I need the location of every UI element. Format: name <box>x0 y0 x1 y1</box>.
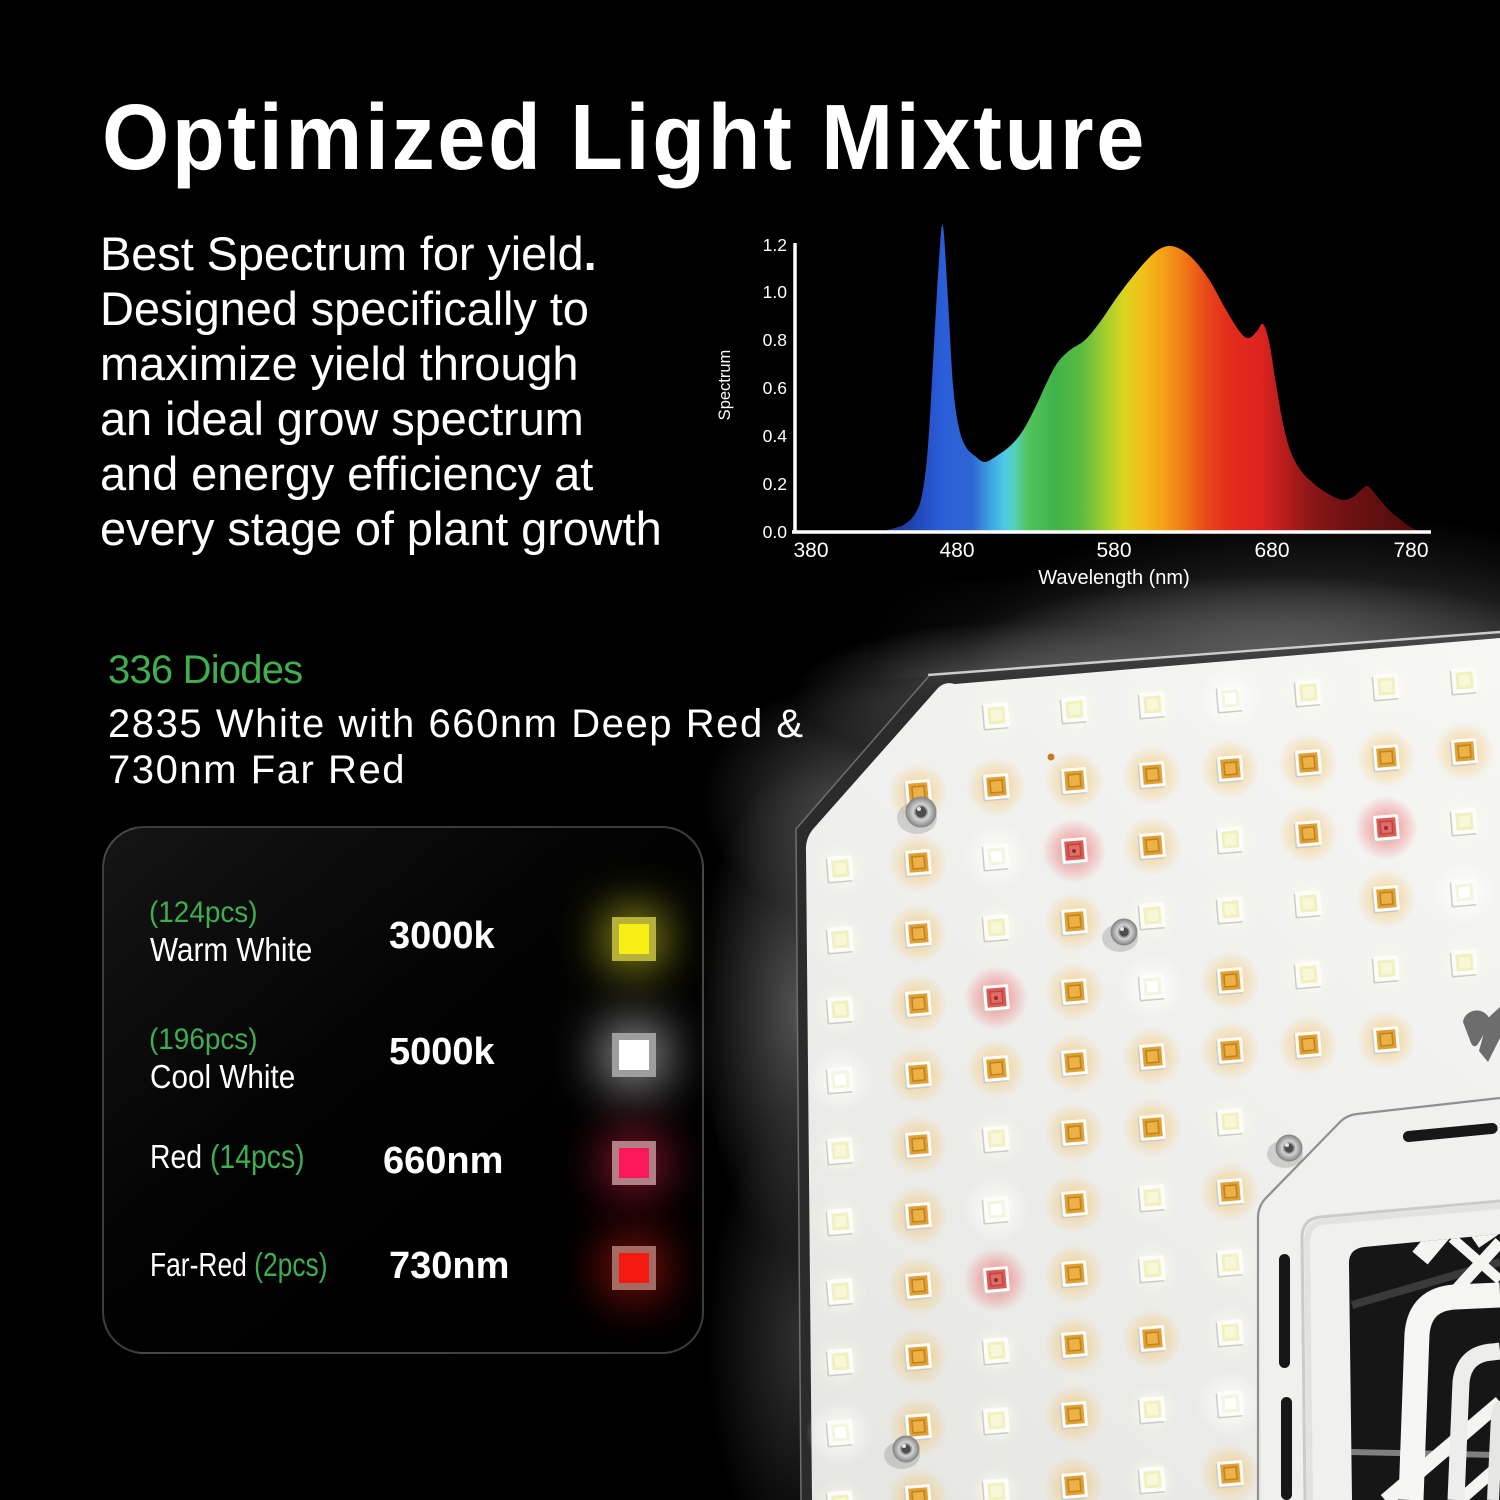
svg-text:0.2: 0.2 <box>763 474 787 494</box>
svg-text:580: 580 <box>1096 539 1131 562</box>
svg-text:Wavelength (nm): Wavelength (nm) <box>1038 567 1190 589</box>
svg-text:1.0: 1.0 <box>763 282 788 302</box>
svg-text:380: 380 <box>793 539 828 562</box>
svg-text:0.4: 0.4 <box>763 426 788 446</box>
svg-text:780: 780 <box>1393 539 1428 562</box>
svg-text:Spectrum: Spectrum <box>716 350 734 421</box>
svg-text:0.0: 0.0 <box>763 522 788 542</box>
svg-text:680: 680 <box>1254 539 1289 562</box>
svg-text:0.8: 0.8 <box>763 330 787 350</box>
svg-text:0.6: 0.6 <box>763 378 787 398</box>
svg-text:480: 480 <box>939 539 974 562</box>
svg-text:1.2: 1.2 <box>763 235 787 255</box>
